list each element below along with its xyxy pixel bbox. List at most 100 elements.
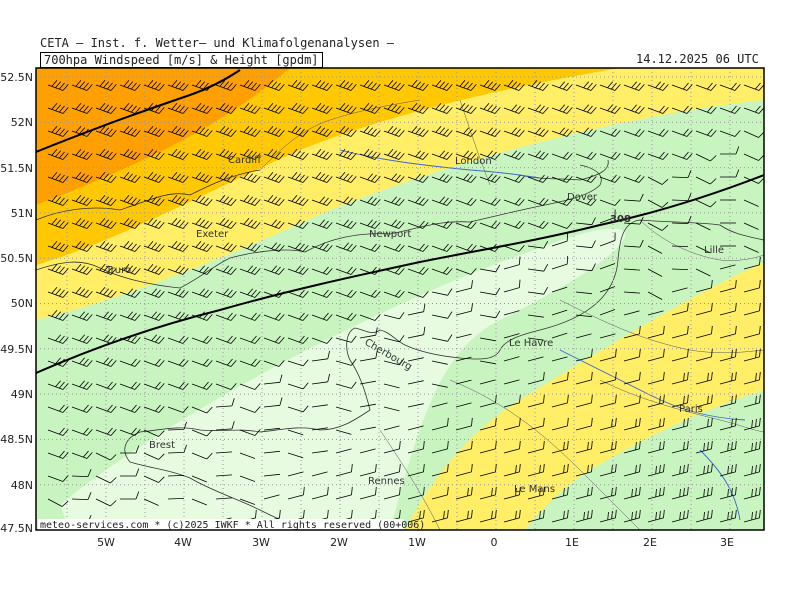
wind-barb xyxy=(143,126,165,137)
wind-barb xyxy=(503,150,525,160)
wind-barb xyxy=(671,302,689,316)
longitude-axis: 5W 4W 3W 2W 1W 0 1E 2E 3E xyxy=(97,536,734,549)
wind-barb xyxy=(479,509,497,523)
wind-barb xyxy=(503,463,521,477)
wind-barb xyxy=(743,463,761,477)
wind-barb xyxy=(335,242,357,252)
wind-barb xyxy=(167,406,189,413)
wind-barb xyxy=(671,440,689,454)
wind-barb xyxy=(311,126,333,137)
wind-barb xyxy=(143,241,165,252)
wind-barb xyxy=(239,312,261,321)
wind-barb xyxy=(71,218,93,229)
wind-barb xyxy=(623,216,644,225)
wind-barb xyxy=(599,104,621,114)
wind-barb xyxy=(527,356,544,362)
wind-barb xyxy=(335,80,357,91)
wind-barb xyxy=(167,381,189,390)
wind-barb xyxy=(623,151,645,160)
wind-barb xyxy=(95,218,117,229)
wind-barb xyxy=(167,126,189,137)
wind-barb xyxy=(503,279,521,293)
wind-barb xyxy=(431,360,448,365)
wind-barb xyxy=(407,303,426,316)
wind-barb xyxy=(431,80,453,91)
lon-label-0: 0 xyxy=(491,536,498,549)
wind-barb xyxy=(455,220,477,229)
wind-barb xyxy=(647,509,665,523)
wind-barb xyxy=(335,172,357,183)
wind-barb xyxy=(719,348,737,362)
wind-barb xyxy=(95,264,117,275)
wind-barb xyxy=(623,104,645,114)
credit-line: meteo-services.com * (c)2025 IWKF * All … xyxy=(40,520,425,531)
wind-barb xyxy=(119,218,141,229)
wind-barb xyxy=(551,394,569,408)
wind-barb xyxy=(671,193,692,201)
wind-barb xyxy=(191,126,213,137)
wind-barb xyxy=(47,241,69,252)
wind-barb xyxy=(239,218,261,229)
city-paris: Paris xyxy=(679,404,703,415)
wind-barb xyxy=(47,287,69,298)
wind-barb xyxy=(311,427,328,431)
wind-barb xyxy=(191,195,213,206)
wind-barb xyxy=(71,149,93,160)
wind-barb xyxy=(407,357,424,362)
wind-barb xyxy=(263,312,285,321)
wind-barb xyxy=(335,429,352,435)
wind-barb xyxy=(479,394,497,408)
wind-barb xyxy=(575,151,597,160)
wind-barb xyxy=(407,150,429,160)
wind-barb xyxy=(287,219,309,229)
wind-barb xyxy=(335,219,357,229)
wind-barb xyxy=(671,287,688,293)
wind-barb xyxy=(551,222,573,229)
wind-barb xyxy=(311,149,333,160)
wind-barb xyxy=(551,356,568,362)
wind-barb xyxy=(599,371,617,385)
wind-barb xyxy=(575,509,593,523)
wind-barb xyxy=(479,463,497,477)
wind-barb xyxy=(599,509,617,523)
wind-barb xyxy=(479,310,501,319)
wind-barb xyxy=(263,450,280,454)
wind-barb xyxy=(743,222,759,230)
wind-barb xyxy=(623,348,641,362)
wind-barb xyxy=(647,176,669,185)
wind-barb xyxy=(335,358,357,366)
lon-label-3e: 3E xyxy=(720,536,734,549)
wind-barb xyxy=(575,263,596,272)
wind-barb xyxy=(167,358,189,367)
wind-barb xyxy=(239,452,256,459)
wind-barb xyxy=(359,173,381,183)
wind-barb xyxy=(287,126,309,137)
lon-label-4w: 4W xyxy=(174,536,192,549)
wind-barb xyxy=(455,127,477,137)
lat-label-50n: 50N xyxy=(11,297,33,310)
wind-barb xyxy=(383,219,405,229)
wind-barb xyxy=(431,288,453,296)
wind-barb xyxy=(263,494,280,500)
wind-barb xyxy=(263,265,285,275)
wind-barb xyxy=(503,197,525,206)
wind-barb xyxy=(95,241,117,252)
wind-barb xyxy=(719,130,741,137)
wind-barb xyxy=(599,440,617,454)
wind-barb xyxy=(120,491,140,500)
wind-barb xyxy=(647,486,665,500)
wind-barb xyxy=(527,220,549,229)
wind-barb xyxy=(47,195,69,206)
wind-barb xyxy=(71,80,93,91)
wind-barb xyxy=(575,486,593,500)
wind-barb xyxy=(479,287,501,296)
wind-barb xyxy=(719,509,737,523)
wind-barb xyxy=(407,509,425,523)
lat-label-50-5n: 50.5N xyxy=(0,252,33,265)
wind-barb xyxy=(167,265,189,275)
wind-barb xyxy=(647,440,665,454)
wind-barb xyxy=(695,463,713,477)
wind-barb xyxy=(431,486,449,500)
wind-barb xyxy=(95,334,117,344)
city-rennes: Rennes xyxy=(368,476,405,487)
